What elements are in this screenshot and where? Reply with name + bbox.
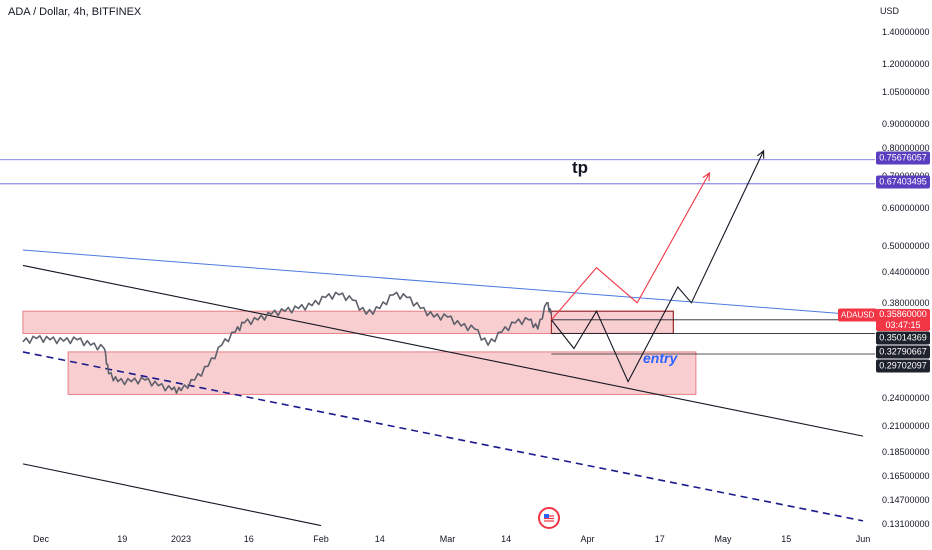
price-series-adausd [22, 291, 553, 394]
price-tick-label: 0.13100000 [882, 519, 930, 529]
trendline-0 [22, 249, 864, 316]
price-tick-label: 0.18500000 [882, 447, 930, 458]
current-price-tag: 0.35860000 03:47:15 [876, 309, 930, 331]
price-tick-label: 0.16500000 [882, 471, 930, 482]
tradingview-logo[interactable] [538, 507, 560, 529]
symbol-tag: ADAUSD [838, 308, 878, 322]
projection-path-black [550, 150, 765, 383]
tp-low-tag: 0.67403495 [876, 175, 930, 189]
tp-annotation[interactable]: tp [572, 158, 589, 177]
time-tick-label: 14 [501, 534, 512, 544]
time-tick-label: 17 [654, 534, 665, 544]
price-tick-label: 0.60000000 [882, 202, 930, 213]
price-tick-label: 1.40000000 [882, 27, 930, 37]
symbol-title[interactable]: ADA / Dollar, 4h, BITFINEX [8, 6, 142, 18]
trendline-1 [22, 264, 864, 437]
tp-high-tag: 0.75676057 [876, 151, 930, 165]
price-tick-label: 0.50000000 [882, 240, 930, 251]
level-3-tag: 0.29702097 [876, 359, 930, 373]
zones-layer [22, 310, 697, 395]
price-tick-label: 0.80000000 [882, 143, 930, 154]
time-tick-label: 14 [374, 534, 385, 544]
time-tick-label: Jun [855, 534, 871, 544]
time-tick-label: 15 [781, 534, 792, 544]
price-tick-label: 1.05000000 [882, 86, 930, 97]
price-tick-label: 0.38000000 [882, 297, 930, 308]
trendline-2 [22, 351, 864, 522]
price-tick-label: 1.20000000 [882, 59, 930, 69]
entry-annotation[interactable]: entry [643, 350, 678, 366]
projection-arrowhead-black [757, 149, 765, 159]
time-tick-label: 16 [243, 534, 254, 544]
time-tick-label: Mar [439, 534, 456, 544]
countdown-timer: 03:47:15 [885, 320, 921, 330]
time-tick-label: May [714, 534, 732, 544]
time-tick-label: 2023 [170, 534, 192, 544]
time-tick-label: Dec [32, 534, 50, 544]
price-tick-label: 0.14700000 [882, 495, 930, 506]
price-tick-label: 0.90000000 [882, 118, 930, 129]
time-tick-label: Feb [313, 534, 329, 544]
current-price-value: 0.35860000 [879, 309, 927, 319]
projection-arrowhead-red [702, 171, 711, 182]
projections-layer [550, 149, 765, 383]
time-tick-label: Apr [580, 534, 595, 544]
price-tick-label: 0.44000000 [882, 267, 930, 278]
zone-1 [67, 351, 697, 395]
levels-layer [0, 159, 875, 355]
trendline-3 [22, 463, 322, 527]
flag-icon [542, 511, 556, 525]
level-2-tag: 0.32790667 [876, 345, 930, 359]
price-tick-label: 0.24000000 [882, 393, 930, 404]
level-1-tag: 0.35014369 [876, 331, 930, 345]
currency-label: USD [880, 6, 900, 16]
zone-0 [22, 310, 674, 334]
time-tick-label: 19 [117, 534, 128, 544]
price-series-layer [22, 291, 553, 394]
trendlines-layer [22, 249, 864, 527]
price-tick-label: 0.21000000 [882, 420, 930, 431]
projection-path-red [550, 172, 710, 321]
